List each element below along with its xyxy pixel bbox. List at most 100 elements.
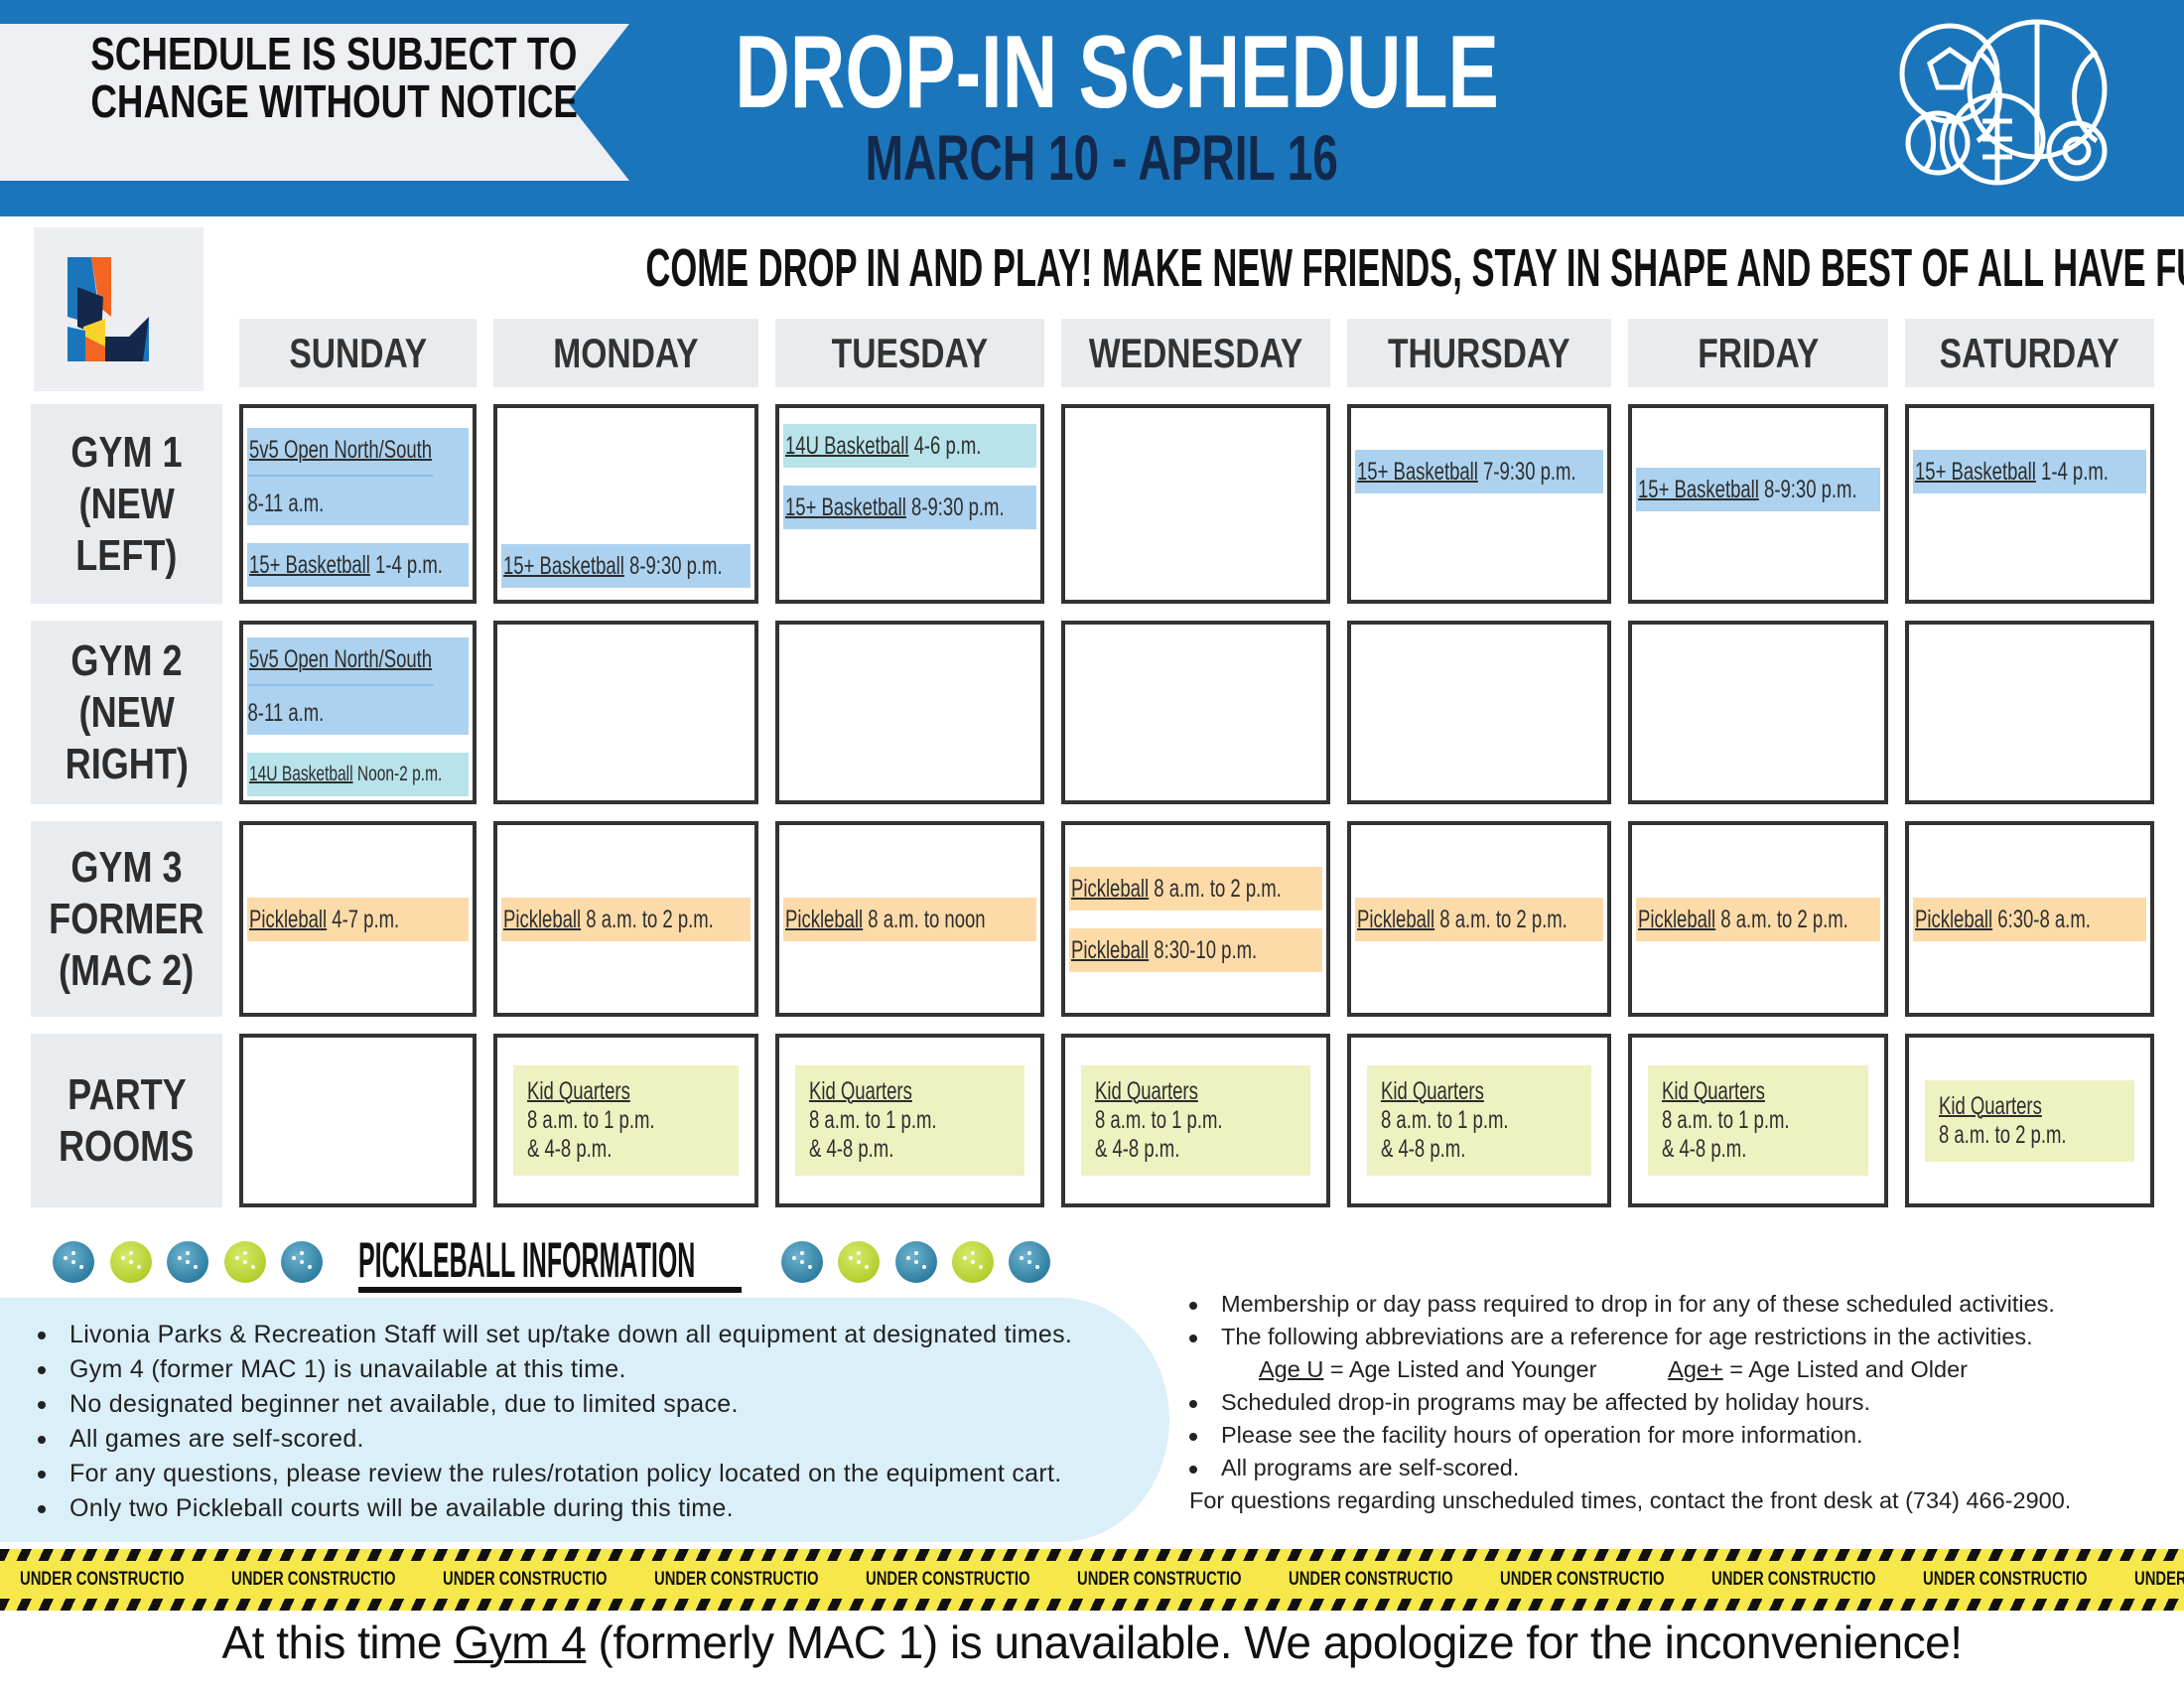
pickleball-info-item: Gym 4 (former MAC 1) is unavailable at t… <box>38 1352 1169 1387</box>
event-name[interactable]: Kid Quarters <box>1381 1077 1484 1105</box>
event-time: & 4-8 p.m. <box>527 1135 613 1163</box>
day-header-friday: FRIDAY <box>1628 319 1888 387</box>
pickleball-icon <box>781 1241 823 1283</box>
row-label-line: LEFT) <box>75 530 178 580</box>
day-label: TUESDAY <box>831 329 989 376</box>
event-name[interactable]: 15+ Basketball <box>1357 458 1478 486</box>
event-block[interactable]: Kid Quarters 8 a.m. to 1 p.m. & 4-8 p.m. <box>795 1065 1024 1176</box>
pickleball-info-item: Only two Pickleball courts will be avail… <box>38 1491 1169 1526</box>
event-name[interactable]: 15+ Basketball <box>1915 458 2036 486</box>
tape-label: UNDER CONSTRUCTION <box>2134 1569 2184 1590</box>
event-name[interactable]: Pickleball <box>249 905 328 933</box>
event-block[interactable]: Kid Quarters 8 a.m. to 1 p.m. & 4-8 p.m. <box>1367 1065 1591 1176</box>
pickleball-info-title: PICKLEBALL INFORMATION <box>358 1233 742 1293</box>
event-block[interactable]: 15+ Basketball 8-9:30 p.m. <box>783 486 1036 529</box>
event-block[interactable]: Pickleball 8 a.m. to 2 p.m. <box>1636 897 1880 941</box>
event-time: & 4-8 p.m. <box>809 1135 894 1163</box>
event-text: Kid Quarters 8 a.m. to 1 p.m. & 4-8 p.m. <box>1662 1077 1790 1164</box>
event-name[interactable]: Pickleball <box>1357 905 1435 933</box>
event-block[interactable]: Kid Quarters 8 a.m. to 1 p.m. & 4-8 p.m. <box>513 1065 739 1176</box>
event-time: 8 a.m. to 1 p.m. <box>1381 1106 1509 1134</box>
event-text: 14U Basketball 4-6 p.m. <box>785 431 981 461</box>
event-name[interactable]: 15+ Basketball <box>249 551 370 579</box>
event-block[interactable]: 15+ Basketball 1-4 p.m. <box>1913 450 2146 493</box>
event-time: & 4-8 p.m. <box>1662 1135 1747 1163</box>
event-name[interactable]: Pickleball <box>503 905 582 933</box>
pickleball-info-item: For any questions, please review the rul… <box>38 1457 1169 1491</box>
event-name[interactable]: Kid Quarters <box>1662 1077 1765 1105</box>
event-block[interactable]: 14U Basketball Noon-2 p.m. <box>247 753 469 796</box>
event-name[interactable]: 5v5 Open North/South <box>249 436 433 464</box>
event-block[interactable]: Pickleball 8 a.m. to 2 p.m. <box>1355 897 1603 941</box>
sports-balls-icon <box>1899 19 2108 186</box>
notice-banner <box>0 24 629 181</box>
event-name[interactable]: 14U Basketball <box>785 432 909 460</box>
event-name[interactable]: Kid Quarters <box>1939 1091 2042 1120</box>
event-text: 5v5 Open North/South 8-11 a.m. <box>247 435 434 518</box>
day-header-sunday: SUNDAY <box>239 319 477 387</box>
event-time: 8:30-10 p.m. <box>1154 935 1258 964</box>
event-name[interactable]: Pickleball <box>1915 905 1993 933</box>
event-text: Pickleball 8 a.m. to noon <box>785 905 986 934</box>
unavailable-notice: At this time Gym 4 (formerly MAC 1) is u… <box>221 1617 1964 1668</box>
tape-label: UNDER CONSTRUCTION <box>1289 1569 1454 1590</box>
event-block[interactable]: Pickleball 6:30-8 a.m. <box>1913 897 2146 941</box>
day-header-thursday: THURSDAY <box>1347 319 1611 387</box>
event-block[interactable]: 14U Basketball 4-6 p.m. <box>783 424 1036 468</box>
tape-label: UNDER CONSTRUCTION <box>443 1569 609 1590</box>
event-text: 15+ Basketball 8-9:30 p.m. <box>1638 475 1857 504</box>
schedule-cell <box>1061 404 1330 604</box>
event-block[interactable]: Kid Quarters 8 a.m. to 1 p.m. & 4-8 p.m. <box>1081 1065 1310 1176</box>
schedule-cell: Pickleball 8 a.m. to 2 p.m. Pickleball 8:… <box>1061 821 1330 1017</box>
event-time: Noon-2 p.m. <box>356 763 443 785</box>
event-text: Kid Quarters 8 a.m. to 1 p.m. & 4-8 p.m. <box>809 1077 937 1164</box>
row-label-line: GYM 2 <box>70 635 183 685</box>
event-block[interactable]: Pickleball 4-7 p.m. <box>247 897 469 941</box>
event-text: Pickleball 8 a.m. to 2 p.m. <box>1638 905 1848 934</box>
event-block[interactable]: 15+ Basketball 1-4 p.m. <box>247 543 469 587</box>
event-block[interactable]: 15+ Basketball 7-9:30 p.m. <box>1355 450 1603 493</box>
event-block[interactable]: Pickleball 8 a.m. to noon <box>783 897 1036 941</box>
event-block[interactable]: Kid Quarters 8 a.m. to 2 p.m. <box>1925 1079 2134 1162</box>
event-time: 4-6 p.m. <box>913 432 982 460</box>
event-name[interactable]: Pickleball <box>1071 935 1150 964</box>
event-time: 1-4 p.m. <box>375 551 443 579</box>
event-name[interactable]: 14U Basketball <box>249 763 353 785</box>
event-name[interactable]: Kid Quarters <box>1095 1077 1198 1105</box>
event-block[interactable]: 5v5 Open North/South 8-11 a.m. <box>247 428 469 525</box>
event-text: Kid Quarters 8 a.m. to 1 p.m. & 4-8 p.m. <box>1381 1077 1509 1164</box>
row-label: GYM 2 (NEW RIGHT) <box>31 621 222 804</box>
event-block[interactable]: 15+ Basketball 8-9:30 p.m. <box>1636 468 1880 511</box>
event-block[interactable]: 5v5 Open North/South 8-11 a.m. <box>247 637 469 735</box>
event-name[interactable]: 5v5 Open North/South <box>249 645 433 673</box>
event-name[interactable]: Kid Quarters <box>809 1077 912 1105</box>
event-time: 8 a.m. to 2 p.m. <box>1439 905 1568 933</box>
event-time: 8 a.m. to 2 p.m. <box>1939 1120 2067 1149</box>
event-block[interactable]: 15+ Basketball 8-9:30 p.m. <box>501 544 751 588</box>
event-block[interactable]: Pickleball 8 a.m. to 2 p.m. <box>501 897 751 941</box>
event-block[interactable]: Pickleball 8:30-10 p.m. <box>1069 927 1322 972</box>
event-block[interactable]: Kid Quarters 8 a.m. to 1 p.m. & 4-8 p.m. <box>1648 1065 1868 1176</box>
event-name[interactable]: Kid Quarters <box>527 1077 630 1105</box>
row-label: PARTY ROOMS <box>31 1034 222 1207</box>
under-construction-tape: UNDER CONSTRUCTION UNDER CONSTRUCTION UNDE… <box>0 1549 2184 1611</box>
event-time: 8 a.m. to 1 p.m. <box>809 1106 937 1134</box>
event-name[interactable]: Pickleball <box>1071 874 1150 903</box>
event-text: Pickleball 8 a.m. to 2 p.m. <box>1357 905 1568 934</box>
event-block[interactable]: Pickleball 8 a.m. to 2 p.m. <box>1069 866 1322 911</box>
schedule-cell <box>775 621 1044 804</box>
event-name[interactable]: 15+ Basketball <box>785 493 906 521</box>
event-text: 15+ Basketball 7-9:30 p.m. <box>1357 457 1576 487</box>
notes-list: Membership or day pass required to drop … <box>1189 1288 2182 1353</box>
event-name[interactable]: Pickleball <box>785 905 864 933</box>
row-label-line: (MAC 2) <box>59 945 195 995</box>
schedule-cell: Kid Quarters 8 a.m. to 1 p.m. & 4-8 p.m. <box>1347 1034 1611 1207</box>
gym4-link[interactable]: Gym 4 <box>454 1617 587 1668</box>
event-name[interactable]: Pickleball <box>1638 905 1716 933</box>
event-time: & 4-8 p.m. <box>1095 1135 1180 1163</box>
event-name[interactable]: 15+ Basketball <box>1638 476 1759 503</box>
schedule-cell: 5v5 Open North/South 8-11 a.m. 14U Basket… <box>239 621 477 804</box>
event-text: Kid Quarters 8 a.m. to 2 p.m. <box>1939 1092 2067 1150</box>
row-label-line: RIGHT) <box>65 739 189 788</box>
event-name[interactable]: 15+ Basketball <box>503 552 624 580</box>
